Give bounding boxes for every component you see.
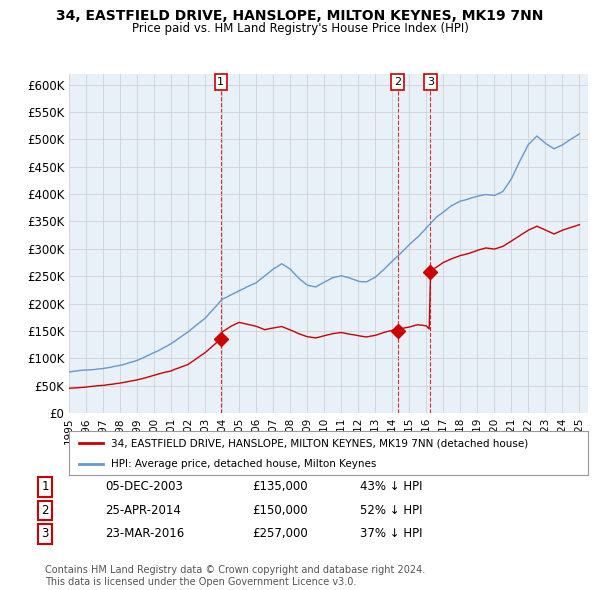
Text: Contains HM Land Registry data © Crown copyright and database right 2024.
This d: Contains HM Land Registry data © Crown c… <box>45 565 425 587</box>
Text: 23-MAR-2016: 23-MAR-2016 <box>105 527 184 540</box>
Text: 34, EASTFIELD DRIVE, HANSLOPE, MILTON KEYNES, MK19 7NN (detached house): 34, EASTFIELD DRIVE, HANSLOPE, MILTON KE… <box>110 438 528 448</box>
Text: £135,000: £135,000 <box>252 480 308 493</box>
Text: Price paid vs. HM Land Registry's House Price Index (HPI): Price paid vs. HM Land Registry's House … <box>131 22 469 35</box>
Text: 1: 1 <box>41 480 49 493</box>
Text: 52% ↓ HPI: 52% ↓ HPI <box>360 504 422 517</box>
Text: £150,000: £150,000 <box>252 504 308 517</box>
Text: 1: 1 <box>217 77 224 87</box>
Text: 3: 3 <box>427 77 434 87</box>
Text: 43% ↓ HPI: 43% ↓ HPI <box>360 480 422 493</box>
Text: HPI: Average price, detached house, Milton Keynes: HPI: Average price, detached house, Milt… <box>110 459 376 469</box>
Text: £257,000: £257,000 <box>252 527 308 540</box>
Text: 25-APR-2014: 25-APR-2014 <box>105 504 181 517</box>
Text: 2: 2 <box>394 77 401 87</box>
Text: 37% ↓ HPI: 37% ↓ HPI <box>360 527 422 540</box>
Text: 2: 2 <box>41 504 49 517</box>
Text: 05-DEC-2003: 05-DEC-2003 <box>105 480 183 493</box>
Text: 34, EASTFIELD DRIVE, HANSLOPE, MILTON KEYNES, MK19 7NN: 34, EASTFIELD DRIVE, HANSLOPE, MILTON KE… <box>56 9 544 23</box>
Text: 3: 3 <box>41 527 49 540</box>
